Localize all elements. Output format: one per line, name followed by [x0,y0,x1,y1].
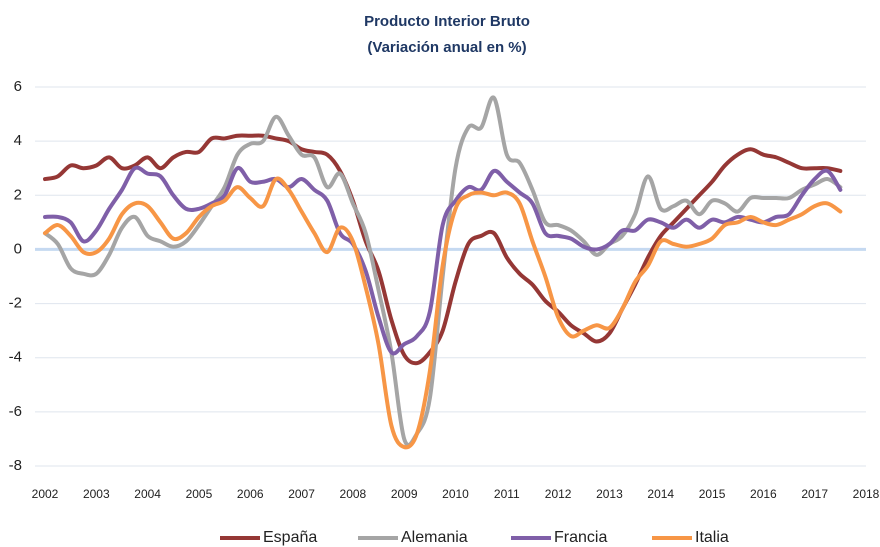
x-tick-label: 2018 [853,487,880,501]
y-tick-label: -6 [9,403,22,420]
y-tick-label: 6 [14,78,22,95]
x-tick-label: 2012 [545,487,572,501]
series-line [43,133,843,366]
y-tick-label: 0 [14,240,22,257]
chart-title: Producto Interior Bruto [364,13,530,30]
series-line [43,165,843,356]
x-tick-label: 2010 [442,487,469,501]
x-tick-label: 2013 [596,487,623,501]
y-tick-label: -4 [9,349,22,366]
x-tick-label: 2006 [237,487,264,501]
x-tick-label: 2008 [340,487,367,501]
x-tick-label: 2002 [32,487,59,501]
legend-label: Alemania [401,529,468,546]
legend-label: Francia [554,529,607,546]
y-tick-label: -2 [9,295,22,312]
x-tick-label: 2005 [186,487,213,501]
x-tick-label: 2004 [134,487,161,501]
y-tick-label: 4 [14,132,22,149]
x-tick-label: 2009 [391,487,418,501]
x-tick-label: 2016 [750,487,777,501]
x-tick-label: 2017 [801,487,828,501]
x-tick-label: 2007 [288,487,315,501]
y-tick-label: 2 [14,186,22,203]
x-tick-label: 2011 [494,487,520,501]
x-tick-label: 2014 [647,487,674,501]
x-tick-label: 2003 [83,487,110,501]
series-line [43,176,843,450]
chart-subtitle: (Variación anual en %) [367,39,526,56]
y-tick-label: -8 [9,457,22,474]
legend-label: España [263,529,317,546]
x-tick-label: 2015 [699,487,726,501]
legend-label: Italia [695,529,729,546]
